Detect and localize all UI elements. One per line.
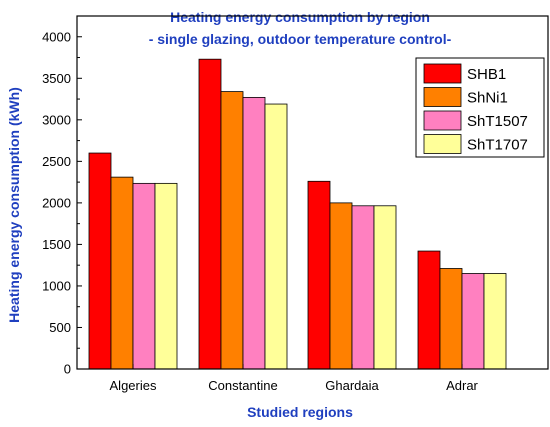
y-tick-label: 4000 <box>42 29 71 44</box>
bar-shni1-algeries <box>110 176 134 370</box>
legend-swatch-shni1 <box>423 87 462 107</box>
y-tick-label: 1000 <box>42 278 71 293</box>
bar-shb1-constantine <box>198 58 222 370</box>
bar-sht1707-algeries <box>154 182 178 370</box>
bar-shb1-adrar <box>417 250 441 370</box>
legend-swatch-shb1 <box>423 63 462 84</box>
chart-title: Heating energy consumption by region <box>170 9 430 25</box>
chart-subtitle: - single glazing, outdoor temperature co… <box>149 31 452 47</box>
y-tick-label: 3500 <box>42 71 71 86</box>
bar-sht1507-adrar <box>461 273 485 370</box>
bar-shni1-ghardaia <box>329 202 353 370</box>
y-tick-label: 1500 <box>42 237 71 252</box>
bar-sht1707-adrar <box>483 273 507 370</box>
legend-label-shb1: SHB1 <box>467 66 506 83</box>
y-axis-title: Heating energy consumption (kWh) <box>6 87 22 323</box>
legend-swatch-sht1507 <box>423 110 462 131</box>
bar-sht1507-constantine <box>242 96 266 370</box>
bar-sht1507-ghardaia <box>351 205 375 370</box>
bar-sht1507-algeries <box>132 182 156 370</box>
legend-label-sht1507: ShT1507 <box>467 113 528 130</box>
legend-label-shni1: ShNi1 <box>467 90 508 107</box>
bar-shb1-algeries <box>88 152 112 370</box>
bar-shni1-constantine <box>220 91 244 370</box>
legend-label-sht1707: ShT1707 <box>467 137 528 154</box>
plot-area: 0 500 1000 1500 2000 2500 3000 3500 4000 Algeries… <box>42 29 507 393</box>
y-tick-label: 2000 <box>42 195 71 210</box>
x-tick-label: Algeries <box>110 378 157 393</box>
y-tick-label: 3000 <box>42 112 71 127</box>
y-tick-label: 500 <box>49 320 71 335</box>
x-tick-label: Constantine <box>208 378 277 393</box>
plot-frame <box>76 15 549 370</box>
bar-shb1-ghardaia <box>307 180 331 370</box>
legend: SHB1 ShNi1 ShT1507 ShT1707 <box>415 57 545 158</box>
bar-shni1-adrar <box>439 268 463 370</box>
bar-sht1707-constantine <box>264 103 288 370</box>
y-tick-label: 0 <box>64 362 71 377</box>
x-axis-title: Studied regions <box>247 404 353 420</box>
y-tick-label: 2500 <box>42 154 71 169</box>
legend-swatch-sht1707 <box>423 134 462 154</box>
x-tick-label: Ghardaia <box>325 378 379 393</box>
bar-sht1707-ghardaia <box>373 205 397 370</box>
x-tick-label: Adrar <box>446 378 478 393</box>
